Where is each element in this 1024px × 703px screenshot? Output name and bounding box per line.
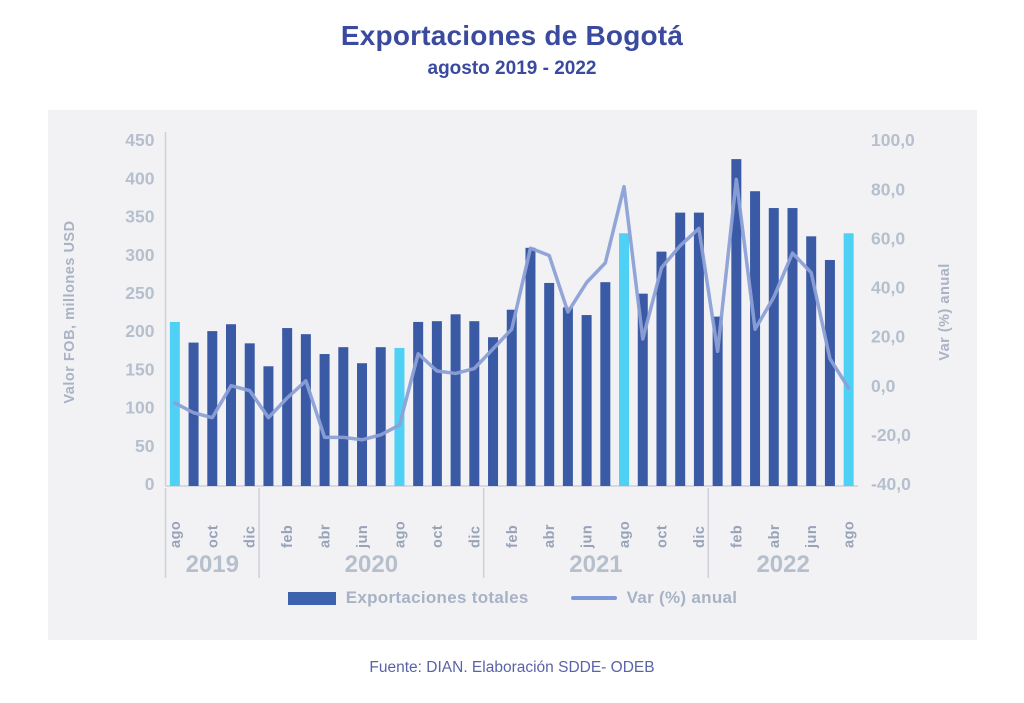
year-label: 2020 xyxy=(345,551,398,578)
month-label: jun xyxy=(804,525,820,549)
year-label: 2021 xyxy=(569,551,622,578)
left-axis-tick: 0 xyxy=(145,474,155,494)
export-bar-nov-2019 xyxy=(226,324,237,486)
export-bar-ago-2021 xyxy=(619,233,630,486)
var-percent-line xyxy=(173,177,851,442)
export-bar-may-2021 xyxy=(562,307,573,486)
right-axis-tick: 100,0 xyxy=(871,130,915,150)
left-axis-tick: 250 xyxy=(125,283,154,303)
month-label: dic xyxy=(692,526,708,548)
right-axis-tick: 80,0 xyxy=(871,179,905,199)
page-title: Exportaciones de Bogotá xyxy=(340,20,684,51)
export-bar-nov-2021 xyxy=(675,212,686,486)
export-bar-may-2022 xyxy=(787,208,798,486)
export-bar-mar-2022 xyxy=(750,191,761,486)
month-label: ago xyxy=(617,521,633,548)
export-bar-abr-2021 xyxy=(544,282,555,486)
month-label: oct xyxy=(430,525,446,548)
left-axis-tick: 100 xyxy=(125,398,154,418)
export-bar-may-2020 xyxy=(338,347,349,486)
month-label: ago xyxy=(842,521,858,548)
export-bar-abr-2020 xyxy=(319,354,330,486)
export-bar-ene-2021 xyxy=(488,337,499,486)
left-axis-tick: 350 xyxy=(125,207,154,227)
left-axis-tick: 200 xyxy=(125,321,154,341)
export-bar-jul-2022 xyxy=(824,260,835,486)
legend-item-bars: Exportaciones totales xyxy=(287,588,529,608)
exports-combo-chart: 450 400 350 300 250 200 150 100 50 0 100,0 80,0 60,0… xyxy=(62,130,953,578)
export-bar-sep-2020 xyxy=(413,321,424,486)
export-bar-jul-2020 xyxy=(375,347,386,486)
export-bar-jul-2021 xyxy=(600,282,611,486)
left-axis-tick: 50 xyxy=(135,436,155,456)
export-bar-dic-2020 xyxy=(469,321,480,486)
export-bar-dic-2021 xyxy=(693,212,704,486)
export-bar-mar-2020 xyxy=(300,334,311,486)
export-bar-ene-2020 xyxy=(263,366,274,486)
year-label: 2019 xyxy=(186,551,239,578)
export-bar-oct-2021 xyxy=(656,251,667,486)
month-label: feb xyxy=(505,525,521,548)
line-series-label: Var (%) anual xyxy=(626,588,738,607)
month-label: feb xyxy=(729,525,745,548)
month-label: ago xyxy=(392,521,408,548)
bar-series-label: Exportaciones totales xyxy=(345,588,529,607)
month-label: jun xyxy=(355,525,371,549)
right-axis-tick: -40,0 xyxy=(871,474,911,494)
bar-series-swatch xyxy=(287,591,336,605)
month-label: feb xyxy=(280,525,296,548)
export-bar-abr-2022 xyxy=(768,208,779,486)
source-note: Fuente: DIAN. Elaboración SDDE- ODEB xyxy=(369,659,655,676)
month-label: dic xyxy=(467,526,483,548)
right-axis-tick: 60,0 xyxy=(871,228,905,248)
month-label: ago xyxy=(168,521,184,548)
right-axis-title: Var (%) anual xyxy=(937,263,953,361)
left-axis-tick: 300 xyxy=(125,245,154,265)
export-bar-mar-2021 xyxy=(525,247,536,486)
export-bar-feb-2021 xyxy=(506,309,517,486)
chart-legend: Exportaciones totales Var (%) anual xyxy=(48,588,977,608)
line-series-swatch xyxy=(570,596,617,600)
export-bar-sep-2021 xyxy=(637,293,648,486)
export-bar-nov-2020 xyxy=(450,314,461,486)
export-bar-oct-2020 xyxy=(431,321,442,486)
export-bar-oct-2019 xyxy=(207,331,218,486)
month-label: abr xyxy=(542,524,558,548)
right-axis-tick: -20,0 xyxy=(871,425,911,445)
legend-item-line: Var (%) anual xyxy=(570,588,738,608)
export-bar-feb-2022 xyxy=(731,159,742,486)
left-axis-tick: 400 xyxy=(125,168,154,188)
left-axis-tick: 450 xyxy=(125,130,154,150)
left-axis-title: Valor FOB, millones USD xyxy=(62,220,78,403)
month-label: dic xyxy=(243,526,259,548)
month-label: abr xyxy=(318,524,334,548)
export-bar-ene-2022 xyxy=(712,316,723,486)
export-bar-dic-2019 xyxy=(244,343,255,486)
export-bar-jun-2020 xyxy=(357,363,368,486)
export-bar-ago-2022 xyxy=(843,233,854,486)
month-label: abr xyxy=(767,524,783,548)
right-axis-tick: 0,0 xyxy=(871,376,896,396)
chart-panel: 450 400 350 300 250 200 150 100 50 0 100,0 80,0 60,0… xyxy=(48,110,977,640)
right-axis-tick: 20,0 xyxy=(871,327,905,347)
month-label: oct xyxy=(654,525,670,548)
left-axis-tick: 150 xyxy=(125,359,154,379)
year-label: 2022 xyxy=(756,551,809,578)
month-label: jun xyxy=(580,525,596,549)
export-bar-jun-2022 xyxy=(806,236,817,486)
month-label: oct xyxy=(205,525,221,548)
export-bar-ago-2020 xyxy=(394,347,405,486)
export-bar-feb-2020 xyxy=(282,328,293,486)
export-bar-jun-2021 xyxy=(581,315,592,486)
page-subtitle: agosto 2019 - 2022 xyxy=(427,58,597,79)
right-axis-tick: 40,0 xyxy=(871,278,905,298)
